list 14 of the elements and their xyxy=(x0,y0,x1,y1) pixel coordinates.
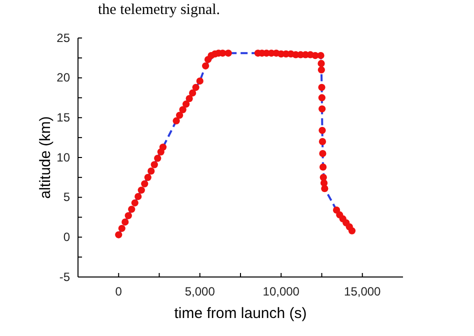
y-tick-label: 10 xyxy=(56,150,70,164)
text: the telemetry signal. xyxy=(98,2,220,18)
x-tick-label: 0 xyxy=(115,284,122,299)
x-tick-label: 10,000 xyxy=(262,284,300,299)
y-axis-title: altitude (km) xyxy=(37,116,54,199)
y-tick-label: -5 xyxy=(59,270,70,284)
x-tick-label: 15,000 xyxy=(344,284,382,299)
x-tick-label: 5,000 xyxy=(184,284,216,299)
y-tick-label: 20 xyxy=(56,70,70,85)
y-tick-label: 5 xyxy=(63,190,70,204)
x-axis-title: time from launch (s) xyxy=(174,305,307,322)
y-tick-label: 25 xyxy=(56,30,70,45)
y-tick-label: 0 xyxy=(63,230,70,244)
y-tick-label: 15 xyxy=(56,110,70,125)
